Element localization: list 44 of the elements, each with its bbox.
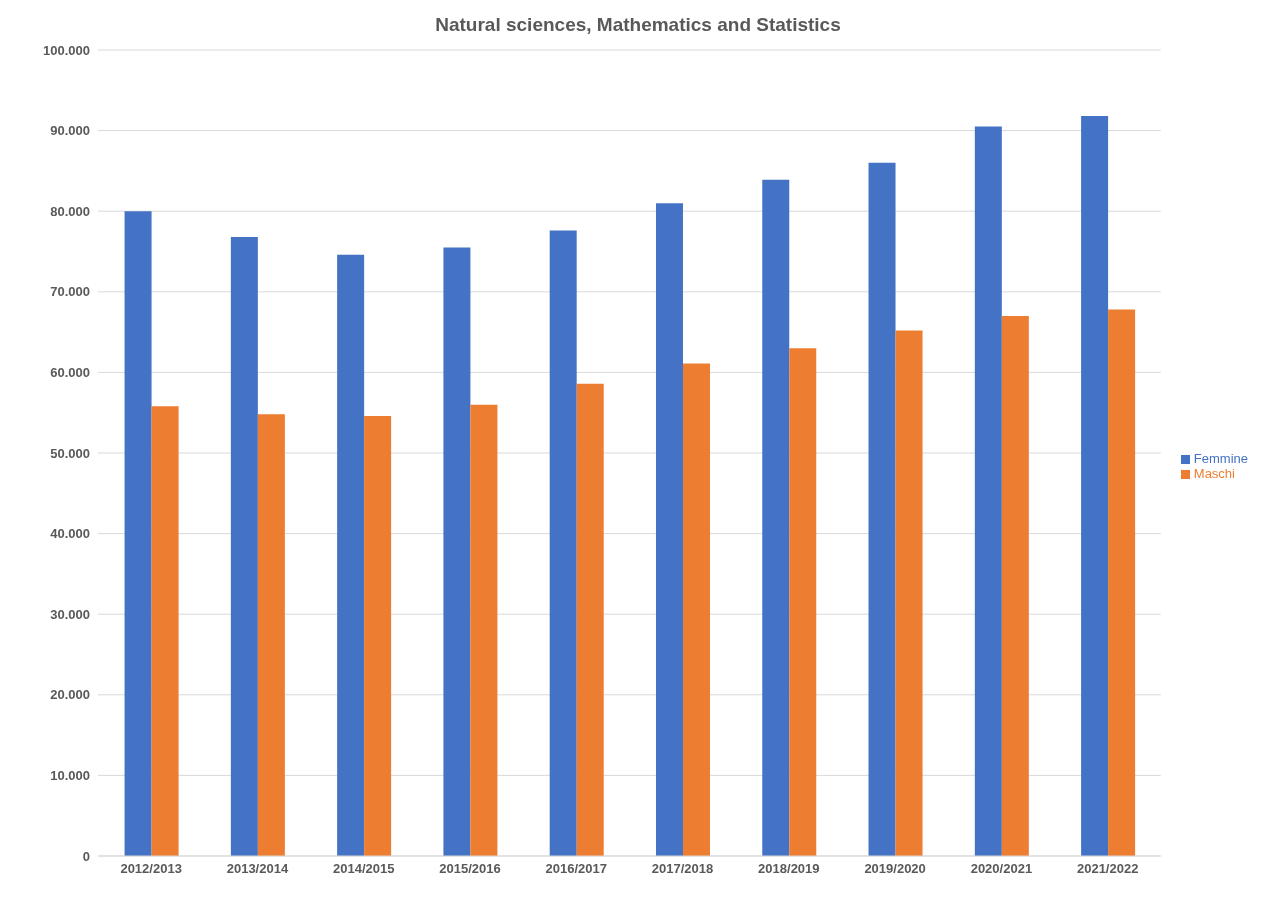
bar bbox=[895, 330, 923, 856]
bar bbox=[1001, 315, 1029, 856]
bar bbox=[124, 211, 152, 856]
bar bbox=[549, 230, 577, 856]
x-tick-label: 2015/2016 bbox=[439, 861, 501, 877]
bar bbox=[655, 203, 683, 856]
y-tick-label: 20.000 bbox=[50, 687, 90, 703]
x-tick-label: 2016/2017 bbox=[545, 861, 607, 877]
y-tick-label: 40.000 bbox=[50, 526, 90, 542]
bar bbox=[257, 414, 285, 856]
y-tick-label: 30.000 bbox=[50, 606, 90, 622]
y-tick-label: 100.000 bbox=[43, 42, 90, 58]
x-tick-label: 2012/2013 bbox=[120, 861, 182, 877]
bar bbox=[230, 236, 258, 856]
bar bbox=[974, 126, 1002, 856]
bar bbox=[682, 363, 710, 856]
y-tick-label: 50.000 bbox=[50, 445, 90, 461]
bar bbox=[762, 179, 790, 856]
bar bbox=[1108, 309, 1136, 856]
legend-label: Femmine bbox=[1193, 451, 1248, 466]
bar bbox=[1081, 116, 1109, 856]
x-tick-label: 2013/2014 bbox=[226, 861, 289, 877]
bar bbox=[443, 247, 471, 856]
y-tick-label: 0 bbox=[82, 848, 90, 864]
x-tick-label: 2021/2022 bbox=[1076, 861, 1139, 877]
bar bbox=[868, 162, 896, 856]
chart-title: Natural sciences, Mathematics and Statistics bbox=[434, 13, 842, 36]
x-tick-label: 2019/2020 bbox=[864, 861, 926, 877]
legend-label: Maschi bbox=[1193, 466, 1235, 481]
bar bbox=[789, 348, 817, 856]
bar bbox=[364, 415, 392, 856]
x-tick-label: 2020/2021 bbox=[970, 861, 1033, 877]
y-tick-label: 80.000 bbox=[50, 203, 90, 219]
x-tick-label: 2014/2015 bbox=[332, 861, 395, 877]
y-tick-label: 70.000 bbox=[50, 284, 90, 300]
y-tick-label: 10.000 bbox=[50, 768, 90, 784]
y-tick-label: 90.000 bbox=[50, 123, 90, 139]
y-tick-label: 60.000 bbox=[50, 365, 90, 381]
x-tick-label: 2017/2018 bbox=[651, 861, 714, 877]
x-tick-label: 2018/2019 bbox=[758, 861, 820, 877]
bar bbox=[151, 406, 179, 856]
bar bbox=[576, 383, 604, 856]
bar bbox=[470, 404, 498, 856]
bar bbox=[337, 254, 365, 856]
